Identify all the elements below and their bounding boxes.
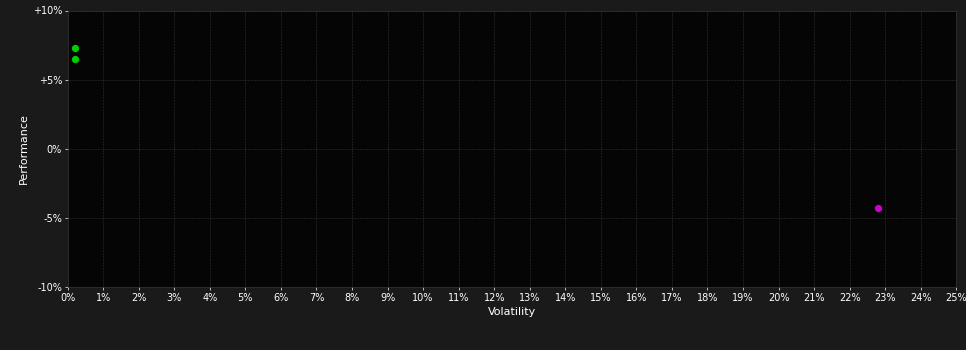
Y-axis label: Performance: Performance (18, 113, 29, 184)
X-axis label: Volatility: Volatility (488, 307, 536, 317)
Point (870, 205, 886, 211)
Point (67, 45, 82, 51)
Point (67, 56, 82, 62)
